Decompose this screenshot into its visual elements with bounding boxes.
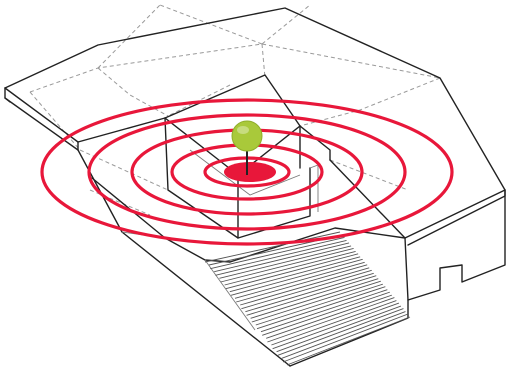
seating-step [225, 253, 359, 290]
seating-steps [204, 231, 411, 366]
seating-step-riser [266, 294, 393, 339]
seating-step-riser [255, 283, 383, 326]
seating-step [236, 264, 368, 303]
seating-step-riser [250, 278, 379, 319]
listener-head-icon [231, 120, 263, 152]
listener-figure [231, 120, 263, 175]
seating-step [220, 247, 354, 283]
sound-ring [40, 98, 454, 246]
seating-step-riser [224, 250, 356, 286]
seating-step [251, 280, 381, 323]
seating-step [210, 237, 345, 270]
seating-step [215, 242, 350, 276]
seating-step [204, 231, 341, 263]
seating-step [262, 291, 391, 336]
seating-step-riser [240, 267, 370, 306]
sound-ring [87, 113, 407, 231]
seating-step [282, 313, 409, 363]
seating-step-riser [219, 245, 352, 279]
seating-step [256, 286, 386, 330]
seating-step-riser [271, 300, 397, 346]
seating-step-riser [234, 261, 365, 299]
seating-step-riser [260, 289, 388, 333]
seating-step-riser [229, 256, 361, 293]
seating-step-riser [245, 272, 374, 313]
seating-step [277, 308, 404, 356]
listener-highlight [237, 126, 249, 134]
seating-step-riser [214, 240, 347, 273]
sound-source-marker [224, 162, 276, 182]
seating-step [230, 258, 363, 296]
seating-step [246, 275, 377, 316]
seating-step [267, 297, 395, 343]
seating-step-riser [286, 316, 411, 366]
seating-step [241, 269, 372, 310]
seating-step-riser [281, 311, 406, 359]
seating-step-riser [276, 305, 402, 353]
seating-step [272, 302, 400, 350]
